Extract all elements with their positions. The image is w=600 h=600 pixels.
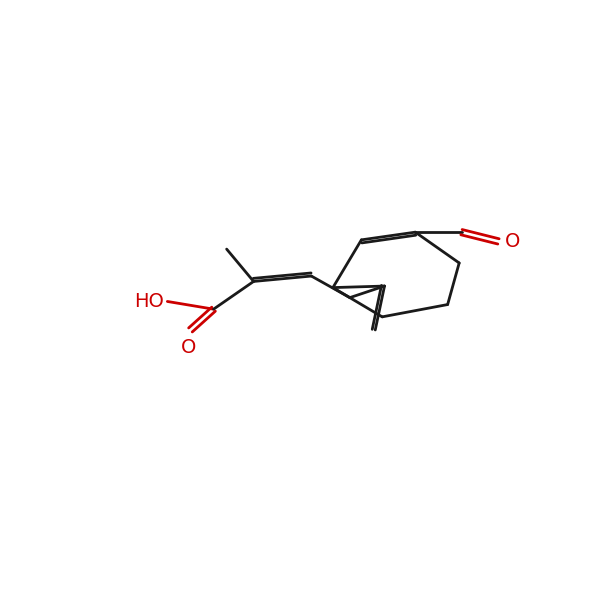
Text: O: O — [181, 338, 197, 356]
Text: O: O — [505, 232, 520, 251]
Text: HO: HO — [134, 292, 164, 311]
